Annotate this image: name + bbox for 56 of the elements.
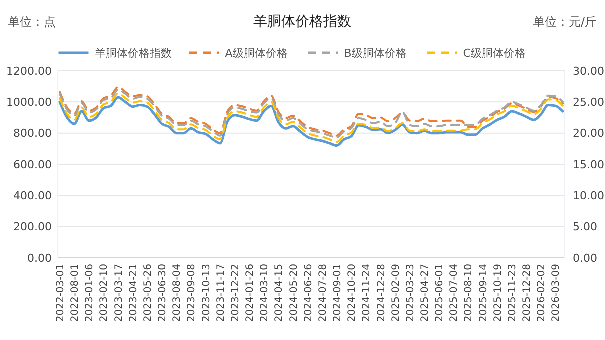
x-tick-label: 2024-11-24 — [362, 264, 373, 322]
x-tick-label: 2022-08-01 — [70, 264, 82, 322]
x-tick-label: 2025-06-01 — [434, 264, 446, 322]
y2-tick-label: 10.00 — [573, 190, 604, 203]
y-tick-label: 600.00 — [14, 158, 52, 172]
x-tick-label: 2025-12-28 — [522, 264, 534, 322]
x-tick-label: 2024-07-28 — [318, 264, 329, 322]
x-tick-label: 2025-10-19 — [492, 264, 504, 322]
y2-tick-label: 20.00 — [573, 127, 604, 140]
x-tick-label: 2023-08-04 — [172, 264, 184, 322]
x-tick-label: 2026-03-09 — [551, 264, 562, 322]
y-tick-label: 200.00 — [14, 220, 52, 234]
y2-axis-title: 单位：元/斤 — [532, 15, 597, 29]
x-tick-label: 2025-02-09 — [390, 264, 402, 322]
y2-tick-label: 25.00 — [573, 96, 604, 110]
y2-tick-label: 0.00 — [573, 252, 598, 265]
x-tick-label: 2022-03-01 — [56, 264, 66, 322]
x-tick-label: 2025-07-04 — [449, 264, 460, 322]
y2-tick-label: 5.00 — [573, 220, 598, 234]
y-tick-label: 400.00 — [14, 190, 52, 203]
y-tick-label: 800.00 — [14, 127, 52, 140]
x-tick-label: 2023-03-17 — [114, 264, 125, 322]
x-tick-label: 2025-03-23 — [405, 264, 416, 322]
x-tick-label: 2023-02-10 — [99, 264, 110, 322]
legend-label: 羊胴体价格指数 — [94, 46, 172, 60]
x-tick-label: 2024-03-10 — [260, 264, 271, 322]
x-tick-label: 2023-04-21 — [128, 264, 140, 322]
x-tick-label: 2024-10-20 — [347, 264, 358, 322]
x-tick-label: 2024-09-01 — [332, 264, 344, 322]
y2-tick-label: 30.00 — [573, 64, 604, 78]
y-tick-label: 1000.00 — [6, 96, 52, 110]
x-tick-label: 2024-05-20 — [288, 264, 300, 322]
x-tick-label: 2026-02-02 — [536, 264, 548, 322]
x-tick-label: 2023-11-17 — [216, 264, 227, 322]
x-tick-label: 2024-12-28 — [376, 264, 388, 322]
x-tick-label: 2025-11-23 — [507, 264, 518, 322]
x-tick-label: 2023-12-22 — [230, 264, 242, 322]
legend-label: C级胴体价格 — [463, 46, 526, 60]
x-tick-label: 2024-06-26 — [303, 264, 314, 322]
x-tick-label: 2024-01-26 — [245, 264, 256, 322]
x-tick-label: 2023-05-26 — [142, 264, 154, 322]
legend-label: A级胴体价格 — [225, 46, 288, 60]
x-tick-label: 2023-09-08 — [186, 264, 198, 322]
x-tick-label: 2025-04-27 — [420, 264, 431, 322]
y-axis-title: 单位：点 — [8, 15, 56, 29]
y-tick-label: 1200.00 — [6, 64, 52, 78]
legend-label: B级胴体价格 — [344, 46, 407, 60]
y2-tick-label: 15.00 — [573, 158, 604, 172]
x-tick-label: 2023-10-13 — [201, 264, 212, 322]
x-tick-label: 2025-09-14 — [478, 264, 490, 322]
x-tick-label: 2024-04-15 — [274, 264, 286, 322]
x-tick-label: 2023-01-06 — [84, 264, 96, 322]
chart-title: 羊胴体价格指数 — [254, 14, 352, 30]
x-tick-label: 2025-08-10 — [464, 264, 475, 322]
x-tick-label: 2023-06-30 — [158, 264, 169, 322]
y-tick-label: 0.00 — [28, 252, 52, 265]
